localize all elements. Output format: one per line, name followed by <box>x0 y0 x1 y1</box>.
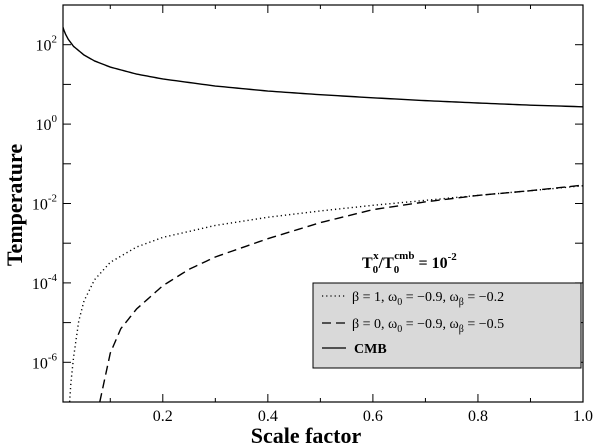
legend-label-beta1: β = 1, ω0 = −0.9, ωβ = −0.2 <box>352 290 504 308</box>
x-tick-label: 0.2 <box>153 408 173 425</box>
y-axis-title: Temperature <box>2 144 27 266</box>
x-axis-title: Scale factor <box>251 423 362 445</box>
x-tick-label: 0.8 <box>468 408 488 425</box>
y-tick-label: 10-6 <box>32 351 58 372</box>
ratio-annotation: T0x/T0cmb = 10-2 <box>362 250 457 276</box>
legend-entry-beta0: β = 0, ω0 = −0.9, ωβ = −0.5 <box>322 317 504 335</box>
x-tick-label: 0.6 <box>363 408 383 425</box>
series-layer <box>63 27 583 402</box>
y-tick-label: 10-4 <box>32 272 58 293</box>
x-tick-label: 0.4 <box>258 408 278 425</box>
legend-entry-cmb: CMB <box>322 342 387 357</box>
y-tick-label: 10-2 <box>32 193 57 214</box>
legend-box <box>312 282 582 369</box>
series-line-dashed <box>99 184 583 402</box>
legend-entry-beta1: β = 1, ω0 = −0.9, ωβ = −0.2 <box>322 290 504 308</box>
y-tick-label: 100 <box>36 113 58 134</box>
legend: β = 1, ω0 = −0.9, ωβ = −0.2 β = 0, ω0 = … <box>312 282 582 369</box>
y-tick-label: 102 <box>36 34 58 55</box>
ticks-layer: 0.2 0.4 0.6 0.8 1.0 102 100 10-2 10-4 10-6 <box>32 4 593 425</box>
legend-label-beta0: β = 0, ω0 = −0.9, ωβ = −0.5 <box>352 317 504 335</box>
series-line-solid <box>63 27 583 108</box>
legend-label-cmb: CMB <box>354 342 387 357</box>
x-tick-label: 1.0 <box>573 408 593 425</box>
